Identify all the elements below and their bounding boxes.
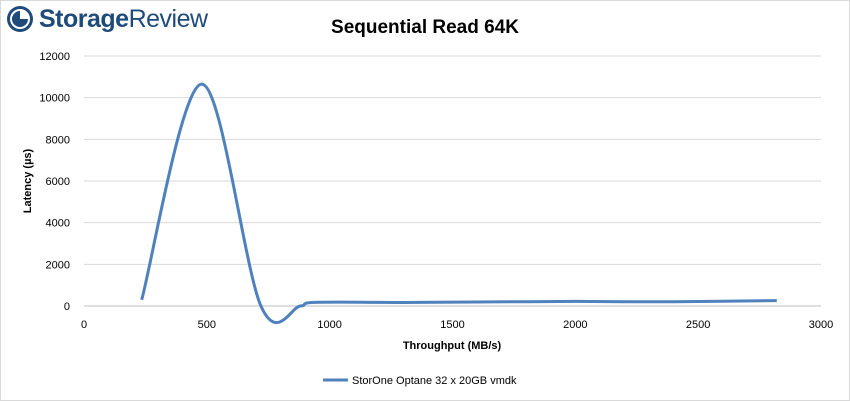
storagereview-logo-icon [7,6,33,32]
y-tick-label: 6000 [46,176,70,188]
x-axis-label: Throughput (MB/s) [403,340,502,352]
grid-lines [84,55,821,265]
brand-logo: StorageReview [6,4,208,34]
x-tick-label: 500 [198,319,216,331]
y-tick-label: 4000 [46,218,70,230]
x-tick-label: 2500 [686,319,710,331]
y-axis-label: Latency (µs) [22,148,34,213]
brand-name-part1: Storage [39,4,129,33]
chart-title: Sequential Read 64K [331,17,519,38]
x-tick-label: 2000 [563,319,587,331]
y-tick-label: 10000 [39,93,70,105]
legend: StorOne Optane 32 x 20GB vmdk [323,375,517,387]
y-tick-label: 8000 [46,134,70,146]
x-tick-label: 1500 [440,319,464,331]
y-tick-label: 0 [64,301,70,313]
y-tick-labels: 0 2000 4000 6000 8000 10000 12000 [39,51,70,313]
series-line [140,82,777,324]
x-tick-label: 3000 [809,319,833,331]
y-tick-label: 2000 [46,259,70,271]
brand-name-part2: Review [128,4,208,33]
legend-label: StorOne Optane 32 x 20GB vmdk [352,375,517,387]
x-tick-labels: 0 500 1000 1500 2000 2500 3000 [81,319,833,331]
y-tick-label: 12000 [39,51,70,63]
x-tick-label: 1000 [317,319,341,331]
series-lines [140,82,777,324]
x-tick-label: 0 [81,319,87,331]
brand-name: StorageReview [39,5,208,34]
